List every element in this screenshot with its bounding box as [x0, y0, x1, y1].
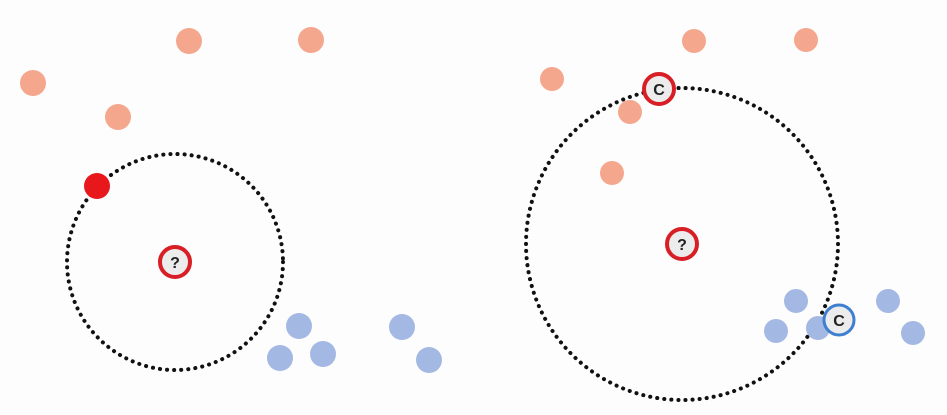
- right-blue-point: [901, 321, 925, 345]
- left-blue-point: [416, 347, 442, 373]
- left-blue-point: [389, 314, 415, 340]
- right-red-candidate-ring: [642, 72, 676, 106]
- right-panel: C C ?: [524, 28, 925, 402]
- right-search-radius-circle: [524, 86, 840, 402]
- left-blue-point: [286, 313, 312, 339]
- candidate-c-label: C: [833, 313, 845, 330]
- right-query-ring: [665, 227, 699, 261]
- question-mark-icon: ?: [677, 237, 687, 254]
- right-red-point: [794, 28, 818, 52]
- left-panel: ?: [20, 27, 442, 373]
- right-red-point: [600, 161, 624, 185]
- left-query-point: ?: [158, 245, 192, 279]
- right-blue-candidate: C: [822, 303, 856, 337]
- left-red-point: [105, 104, 131, 130]
- right-red-candidate: C: [642, 72, 676, 106]
- left-nearest-red-point: [84, 173, 110, 199]
- left-blue-point: [267, 345, 293, 371]
- right-red-point: [540, 67, 564, 91]
- left-blue-point: [310, 341, 336, 367]
- right-blue-point: [784, 289, 808, 313]
- candidate-c-label: C: [653, 82, 665, 99]
- right-blue-point: [876, 289, 900, 313]
- left-search-radius-circle: [65, 152, 285, 372]
- left-red-point: [20, 70, 46, 96]
- left-red-point: [298, 27, 324, 53]
- right-blue-point: [764, 319, 788, 343]
- right-red-point: [618, 100, 642, 124]
- question-mark-icon: ?: [170, 255, 180, 272]
- right-query-point: ?: [665, 227, 699, 261]
- left-query-ring: [158, 245, 192, 279]
- left-red-point: [176, 28, 202, 54]
- right-red-point: [682, 29, 706, 53]
- right-blue-candidate-ring: [822, 303, 856, 337]
